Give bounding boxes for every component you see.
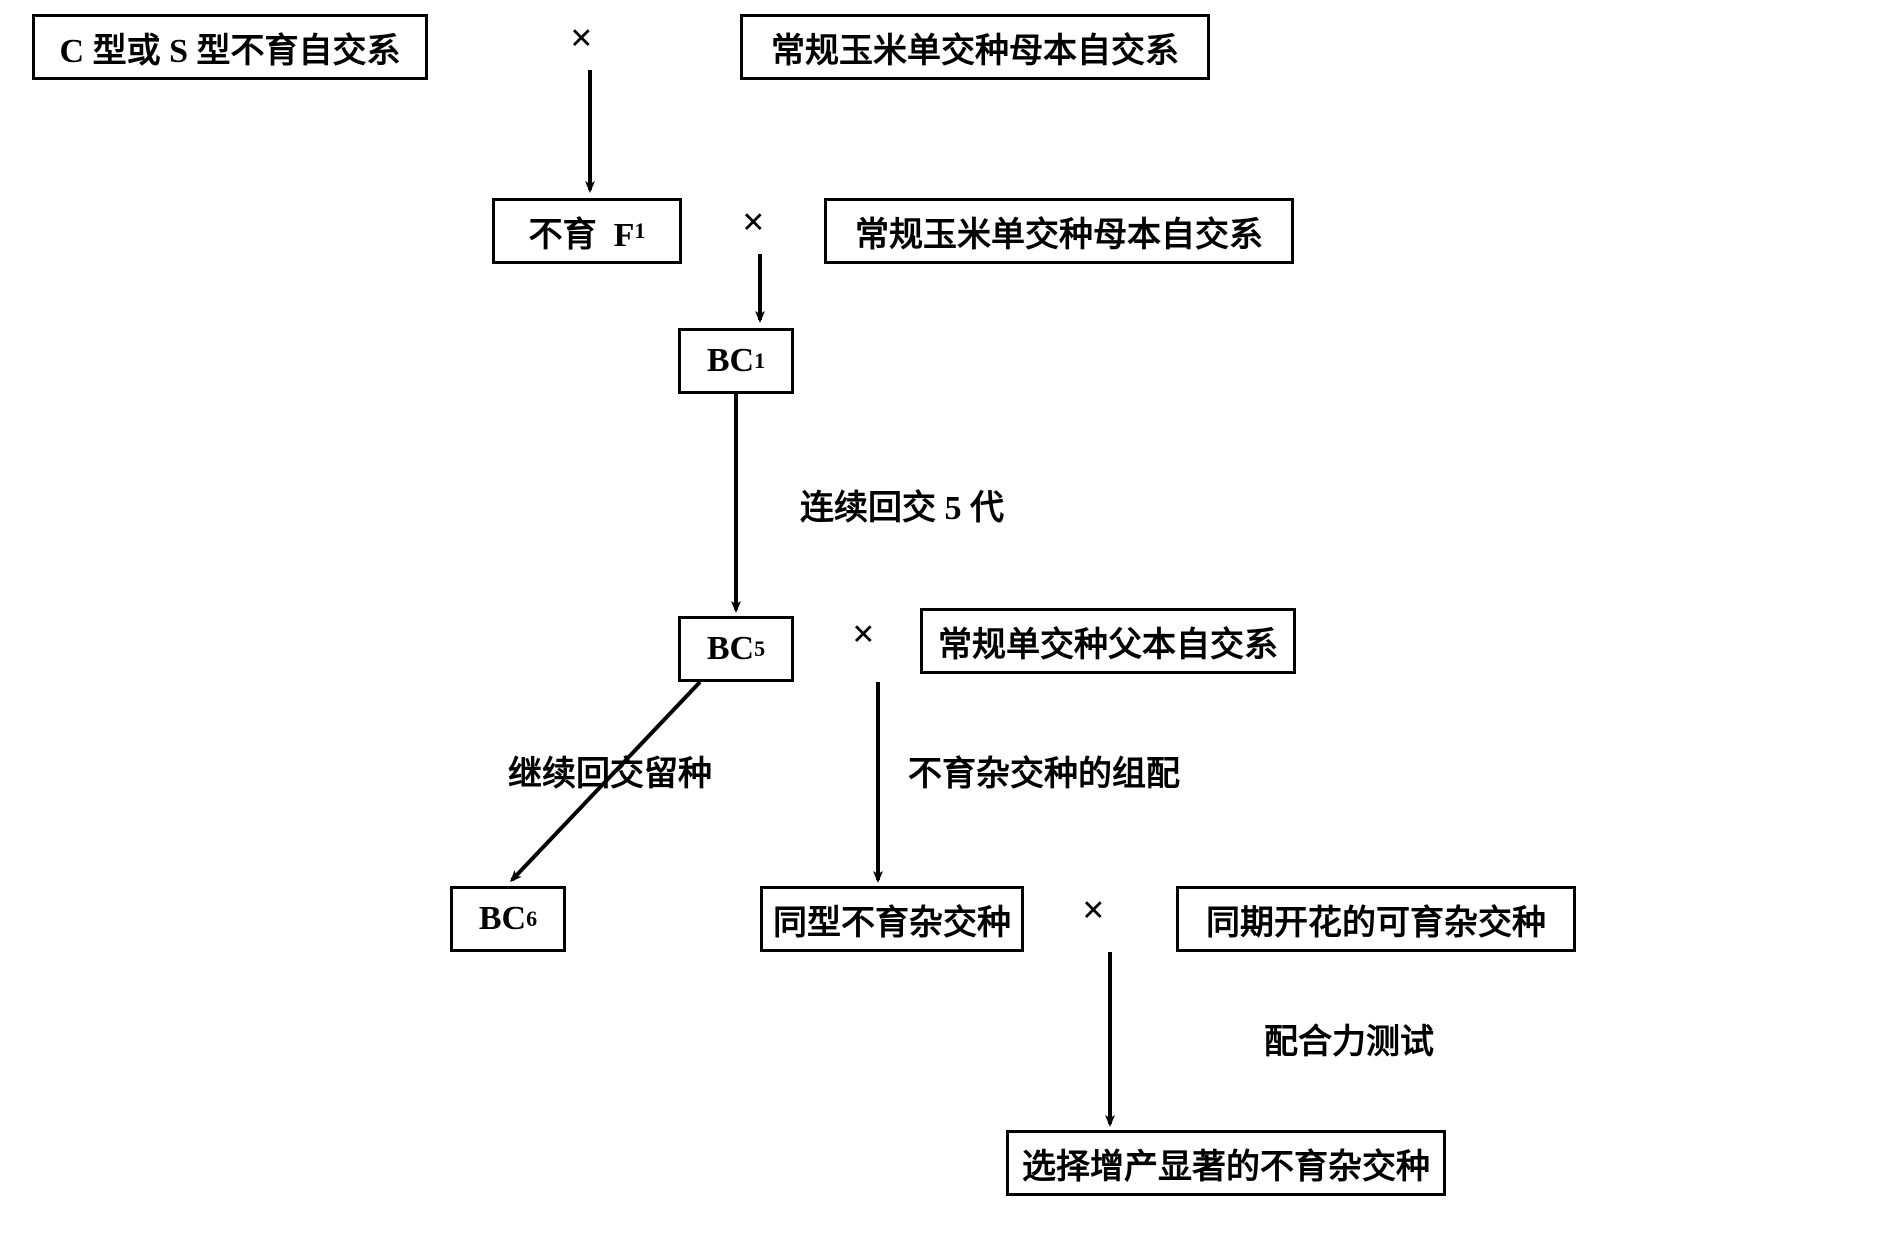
- box-paternal-line: 常规单交种父本自交系: [920, 608, 1296, 674]
- label-hybrid-combination: 不育杂交种的组配: [908, 746, 1180, 795]
- label-combining-ability: 配合力测试: [1264, 1014, 1434, 1063]
- box-f1: 不育 F1: [492, 198, 682, 264]
- box-bc5: BC5: [678, 616, 794, 682]
- box-maternal-line-1: 常规玉米单交种母本自交系: [740, 14, 1210, 80]
- box-fertile-hybrid: 同期开花的可育杂交种: [1176, 886, 1576, 952]
- cross-icon-2: ×: [742, 198, 765, 245]
- box-maternal-line-2: 常规玉米单交种母本自交系: [824, 198, 1294, 264]
- label-backcross-5gen: 连续回交 5 代: [800, 480, 1004, 529]
- box-sterile-hybrid: 同型不育杂交种: [760, 886, 1024, 952]
- box-sterile-line: C 型或 S 型不育自交系: [32, 14, 428, 80]
- cross-icon-4: ×: [1082, 886, 1105, 933]
- box-bc1: BC1: [678, 328, 794, 394]
- label-continue-backcross: 继续回交留种: [508, 746, 712, 795]
- cross-icon-3: ×: [852, 610, 875, 657]
- box-select-hybrid: 选择增产显著的不育杂交种: [1006, 1130, 1446, 1196]
- cross-icon-1: ×: [570, 14, 593, 61]
- box-bc6: BC6: [450, 886, 566, 952]
